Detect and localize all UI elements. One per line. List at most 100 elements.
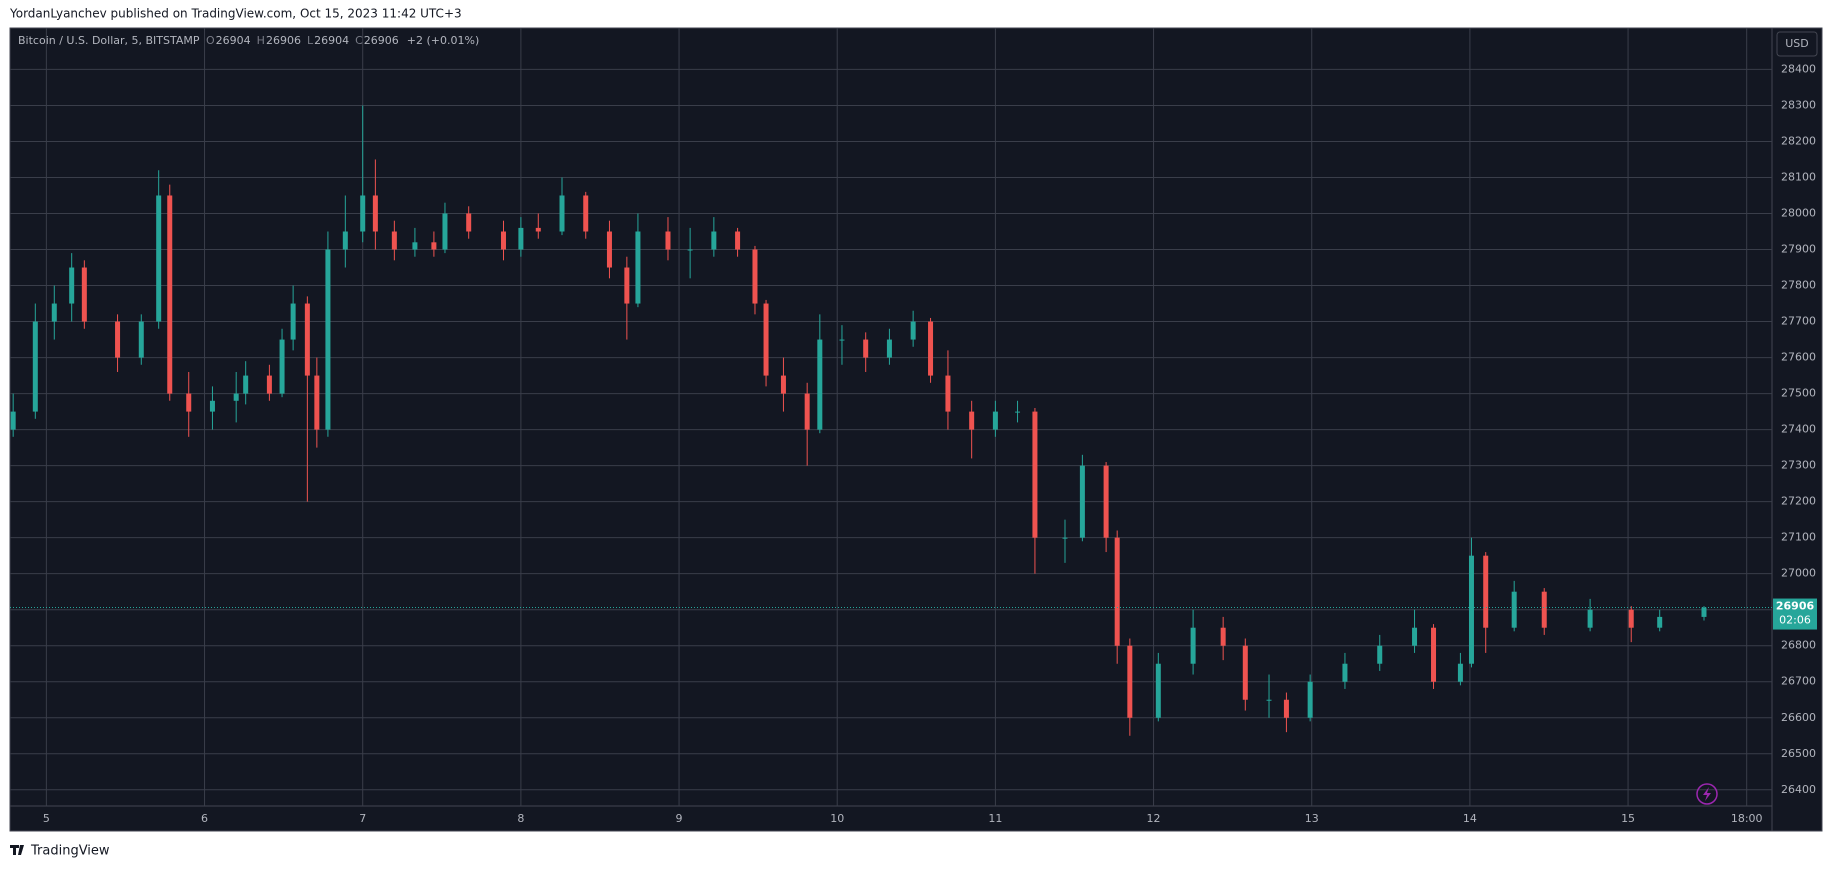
candle-body: [167, 195, 173, 394]
candle-body: [69, 267, 75, 304]
flash-icon[interactable]: [1696, 783, 1718, 805]
candle-body: [1342, 663, 1348, 682]
candle-body: [687, 249, 693, 251]
ohlc-value: 26904: [314, 34, 349, 47]
candle-body: [992, 411, 998, 430]
y-tick-label: 26700: [1781, 675, 1816, 688]
x-tick-label: 14: [1463, 812, 1477, 825]
candle-body: [635, 231, 641, 304]
candle-body: [817, 339, 823, 430]
candle-body: [1103, 465, 1109, 538]
x-tick-label: 15: [1621, 812, 1635, 825]
candle-body: [1377, 645, 1383, 664]
candle-body: [81, 267, 87, 322]
x-tick-label: 9: [676, 812, 683, 825]
candle-body: [1307, 681, 1313, 718]
y-tick-label: 27800: [1781, 279, 1816, 292]
y-tick-label: 27500: [1781, 387, 1816, 400]
last-price-box: [1773, 598, 1817, 630]
candle-body: [1062, 537, 1068, 539]
candle-body: [624, 267, 630, 304]
candle-body: [1114, 537, 1120, 646]
candle-body: [1015, 411, 1021, 413]
candle-body: [763, 303, 769, 376]
candle-body: [1457, 663, 1463, 682]
y-tick-label: 28100: [1781, 170, 1816, 183]
candle-body: [1242, 645, 1248, 700]
candle-body: [186, 393, 192, 412]
y-tick-label: 26800: [1781, 639, 1816, 652]
candle-body: [431, 242, 437, 250]
x-tick-label: 11: [988, 812, 1002, 825]
candle-body: [735, 231, 741, 250]
candle-body: [243, 375, 249, 394]
symbol: Bitcoin / U.S. Dollar, 5, BITSTAMP: [18, 34, 200, 47]
x-tick-label: 7: [359, 812, 366, 825]
ohlc-key: O: [206, 34, 215, 47]
brand: TradingView: [30, 844, 110, 859]
brand-logo: [10, 845, 24, 855]
candle-body: [412, 242, 418, 250]
candle-body: [559, 195, 565, 232]
y-tick-label: 27200: [1781, 495, 1816, 508]
candle-body: [115, 321, 121, 358]
x-tick-label: 8: [517, 812, 524, 825]
candle-body: [1483, 555, 1489, 628]
candle-body: [665, 231, 671, 250]
x-tick-label: 12: [1147, 812, 1161, 825]
ohlc-value: 26904: [216, 34, 251, 47]
candle-body: [32, 321, 38, 412]
candle-body: [1511, 591, 1517, 628]
candle-body: [1127, 645, 1133, 718]
candle-body: [780, 375, 786, 394]
candle-body: [1587, 609, 1593, 628]
candle-body: [156, 195, 162, 322]
candle-body: [266, 375, 272, 394]
candle-body: [1431, 627, 1437, 682]
candle-body: [945, 375, 951, 412]
plot: [10, 28, 1772, 806]
ohlc-value: 26906: [364, 34, 399, 47]
candle-body: [290, 303, 296, 340]
ohlc-key: C: [355, 34, 363, 47]
countdown: 02:06: [1779, 614, 1811, 627]
y-tick-label: 27000: [1781, 567, 1816, 580]
candle-body: [518, 227, 524, 250]
candle-body: [304, 303, 310, 376]
y-tick-label: 27300: [1781, 459, 1816, 472]
candle-body: [1220, 627, 1226, 646]
candle-body: [10, 411, 16, 430]
candle-body: [51, 303, 57, 322]
candle-body: [138, 321, 144, 358]
y-tick-label: 28200: [1781, 134, 1816, 147]
x-tick-label: 18:00: [1731, 812, 1763, 825]
candle-body: [500, 231, 506, 250]
candle-body: [466, 213, 472, 232]
x-tick-label: 10: [830, 812, 844, 825]
candle-body: [910, 321, 916, 340]
candle-body: [752, 249, 758, 304]
candle-body: [863, 339, 869, 358]
candle-body: [1266, 699, 1272, 701]
x-tick-label: 6: [201, 812, 208, 825]
candle-body: [969, 411, 975, 430]
candle-body: [442, 213, 448, 250]
candle-body: [804, 393, 810, 430]
candle-body: [391, 231, 397, 250]
candle-body: [279, 339, 285, 394]
ohlc-legend: O 26904 H 26906 L 26904 C 26906 +2 (+0.01%): [206, 34, 479, 47]
candle-body: [1701, 607, 1707, 617]
y-tick-label: 26500: [1781, 747, 1816, 760]
candle-body: [360, 195, 366, 232]
y-tick-label: 27600: [1781, 351, 1816, 364]
candle-body: [1657, 616, 1663, 628]
y-tick-label: 26600: [1781, 711, 1816, 724]
y-tick-label: 27100: [1781, 531, 1816, 544]
candle-body: [1628, 609, 1634, 628]
candle-body: [1283, 699, 1289, 718]
candle-body: [583, 195, 589, 232]
currency-button[interactable]: [1776, 31, 1818, 57]
candle-body: [372, 195, 378, 232]
candle-body: [314, 375, 320, 430]
